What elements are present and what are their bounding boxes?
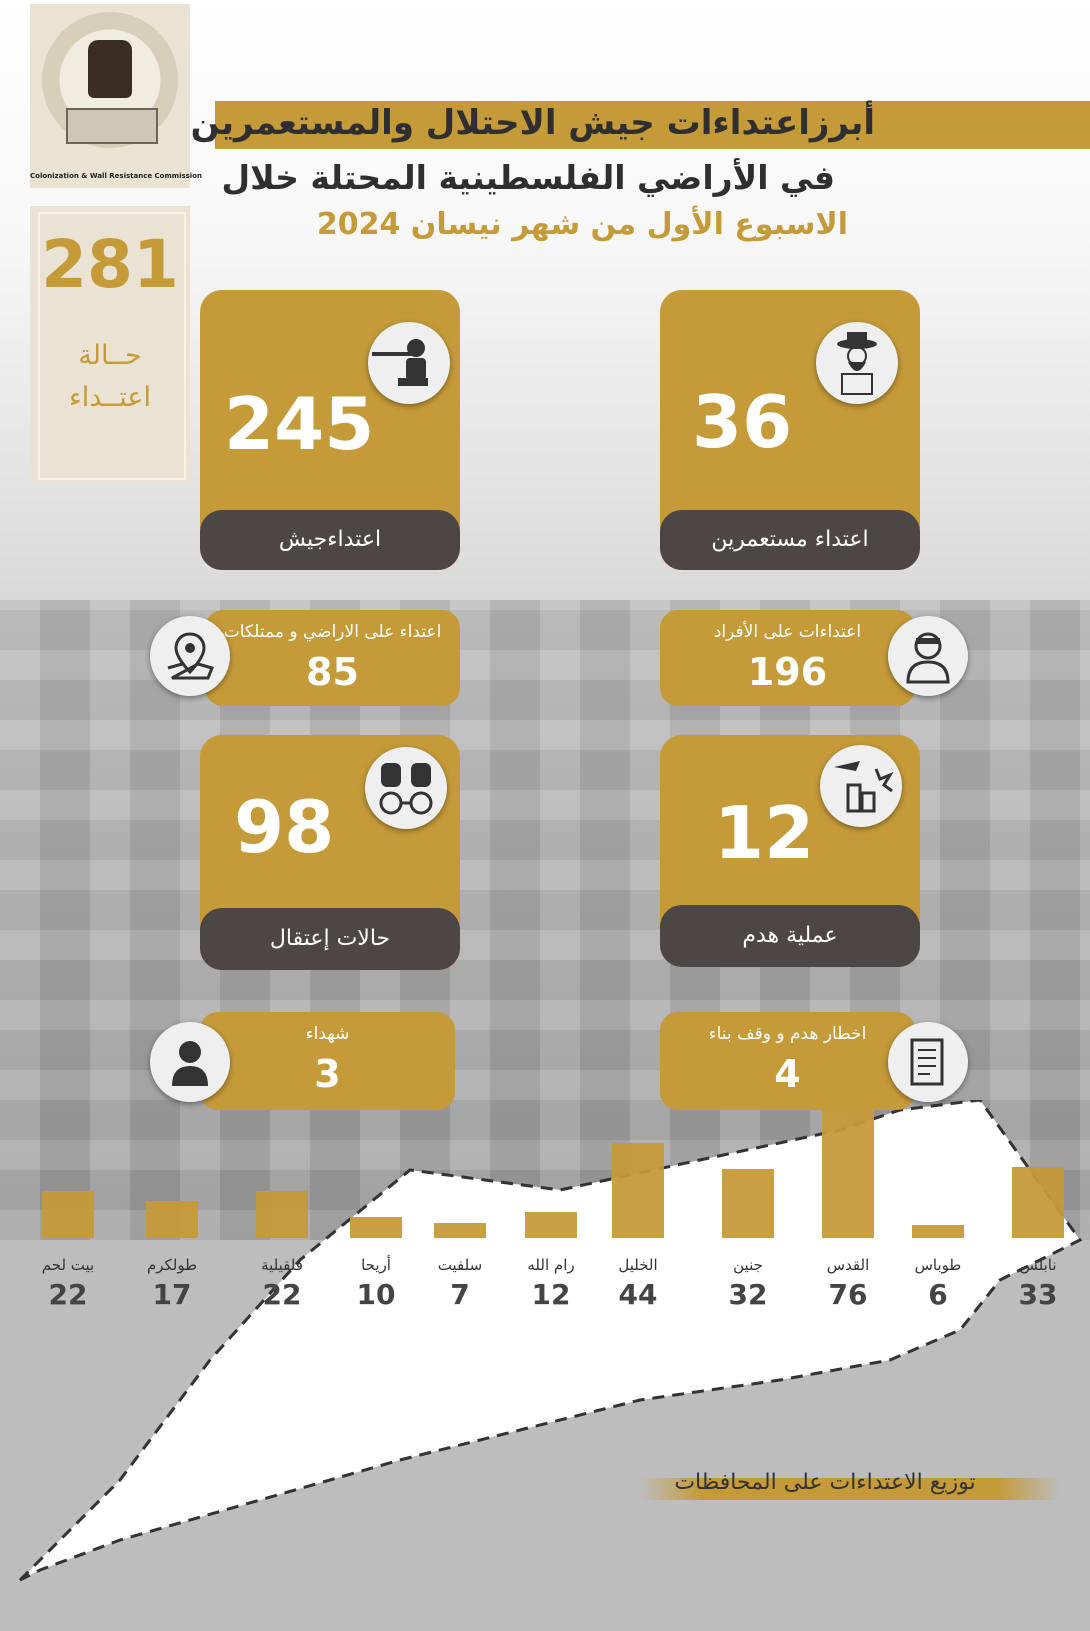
location-pin-icon (150, 616, 230, 696)
chart-category-label: بيت لحم (41, 1256, 95, 1274)
soldier-icon (368, 322, 450, 404)
person-icon (150, 1022, 230, 1102)
people-card: اعتداءات على الأفراد 196 (660, 610, 915, 706)
notices-value: 4 (774, 1052, 801, 1096)
chart-category-label: قلقيلية (261, 1256, 303, 1274)
chart-bar (434, 1222, 486, 1238)
chart-value-label: 6 (928, 1278, 948, 1311)
commission-logo: Colonization & Wall Resistance Commissio… (30, 4, 202, 188)
fist-icon (88, 40, 132, 98)
handcuffs-icon (365, 747, 447, 829)
page-title: أبرزاعتداءات جيش الاحتلال والمستعمرين (190, 103, 875, 143)
chart-value-label: 22 (262, 1278, 302, 1311)
chart-bar (912, 1225, 964, 1238)
chart-category-label: طولكرم (146, 1256, 198, 1274)
chart-bar (612, 1143, 664, 1238)
settlers-value: 36 (692, 380, 793, 464)
caption-brush-stroke (640, 1478, 1060, 1500)
wall-icon (66, 108, 158, 144)
total-label-1: حــالة (78, 340, 142, 371)
chart-category-label: أريحا (361, 1256, 391, 1274)
chart-value-label: 33 (1018, 1278, 1058, 1311)
demolition-icon (820, 745, 902, 827)
army-label: اعتداءجيش (200, 510, 460, 570)
person-bandage-icon (888, 616, 968, 696)
total-label-2: اعتــداء (69, 382, 151, 413)
people-label: اعتداءات على الأفراد (713, 622, 862, 642)
chart-category-label: نابلس (1019, 1256, 1057, 1274)
page-subtitle: في الأراضي الفلسطينية المحتلة خلال (221, 158, 835, 197)
chart-value-label: 10 (356, 1278, 396, 1311)
settlers-card: 36 اعتداء مستعمرين (660, 290, 920, 570)
chart-bar (722, 1169, 774, 1238)
people-value: 196 (747, 650, 828, 694)
chart-bar (42, 1190, 94, 1238)
chart-title: توزيع الاعتداءات على المحافظات (674, 1470, 976, 1495)
document-icon (888, 1022, 968, 1102)
chart-category-label: الخليل (618, 1256, 658, 1274)
demolition-card: 12 عملية هدم (660, 735, 920, 967)
army-card: 245 اعتداءجيش (200, 290, 460, 570)
land-label: اعتداء على الاراضي و ممتلكات (223, 622, 442, 642)
settlers-label: اعتداء مستعمرين (660, 510, 920, 570)
page-period: الاسبوع الأول من شهر نيسان 2024 (316, 207, 848, 242)
notices-card: اخطار هدم و وقف بناء 4 (660, 1012, 915, 1110)
chart-value-label: 44 (618, 1278, 658, 1311)
demolition-label: عملية هدم (660, 905, 920, 967)
demolition-value: 12 (714, 791, 815, 875)
arrests-card: 98 حالات إعتقال (200, 735, 460, 970)
land-card: اعتداء على الاراضي و ممتلكات 85 (205, 610, 460, 706)
chart-bar (822, 1074, 874, 1238)
arrests-value: 98 (234, 785, 335, 869)
land-value: 85 (306, 650, 359, 694)
chart-bar (525, 1212, 577, 1238)
arrests-label: حالات إعتقال (200, 908, 460, 970)
martyrs-card: شهداء 3 (200, 1012, 455, 1110)
chart-bar (350, 1216, 402, 1238)
chart-bar (1012, 1167, 1064, 1238)
chart-value-label: 12 (531, 1278, 571, 1311)
chart-category-label: القدس (826, 1256, 870, 1274)
chart-category-label: جنين (733, 1256, 763, 1274)
west-bank-map-outline (18, 1100, 1083, 1582)
chart-value-label: 32 (728, 1278, 768, 1311)
notices-label: اخطار هدم و وقف بناء (708, 1024, 867, 1044)
settler-icon (816, 322, 898, 404)
chart-bar (146, 1201, 198, 1238)
chart-value-label: 22 (48, 1278, 88, 1311)
total-number: 281 (41, 226, 179, 303)
total-box (30, 206, 190, 482)
martyrs-value: 3 (314, 1052, 341, 1096)
chart-value-label: 7 (450, 1278, 470, 1311)
chart-bar (256, 1190, 308, 1238)
chart-value-label: 76 (828, 1278, 868, 1311)
chart-category-label: طوباس (914, 1256, 962, 1274)
chart-category-label: سلفيت (437, 1256, 483, 1274)
title-bar (215, 101, 1090, 149)
chart-value-label: 17 (152, 1278, 192, 1311)
logo-caption: Colonization & Wall Resistance Commissio… (30, 172, 202, 180)
chart-category-label: رام الله (527, 1256, 575, 1274)
martyrs-label: شهداء (305, 1024, 350, 1044)
army-value: 245 (224, 382, 375, 466)
